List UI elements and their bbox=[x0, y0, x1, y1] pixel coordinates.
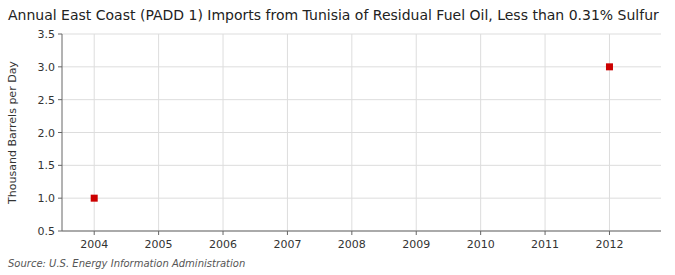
y-tick-label: 1.0 bbox=[38, 192, 56, 205]
x-tick bbox=[287, 231, 288, 235]
x-tick-label: 2005 bbox=[145, 238, 173, 251]
title: Annual East Coast (PADD 1) Imports from … bbox=[8, 7, 659, 23]
x-tick bbox=[416, 231, 417, 235]
y-tick-label: 3.0 bbox=[38, 61, 56, 74]
y-axis-label: Thousand Barrels per Day bbox=[6, 61, 19, 205]
y-tick-label: 0.5 bbox=[38, 225, 56, 238]
points bbox=[91, 63, 613, 201]
y-tick-label: 3.5 bbox=[38, 28, 56, 41]
y-tick-label: 2.5 bbox=[38, 94, 56, 107]
x-grid-line bbox=[158, 34, 159, 231]
y-grid-line bbox=[62, 99, 661, 100]
y-grid-line bbox=[62, 231, 661, 232]
grid bbox=[62, 34, 661, 231]
axes: 0.5 1.0 1.5 2.0 2.5 3.0 3.5 2004 2005 2006 2007 200… bbox=[38, 28, 662, 251]
x-tick-label: 2009 bbox=[402, 238, 430, 251]
y-grid-line bbox=[62, 132, 661, 133]
x-tick-label: 2008 bbox=[338, 238, 366, 251]
y-axis-line bbox=[62, 34, 63, 231]
x-tick-label: 2006 bbox=[209, 238, 237, 251]
y-grid-line bbox=[62, 198, 661, 199]
x-axis-line bbox=[62, 231, 661, 232]
y-tick bbox=[58, 231, 62, 232]
y-grid-line bbox=[62, 34, 661, 35]
y-grid-line bbox=[62, 165, 661, 166]
point bbox=[606, 63, 613, 70]
point bbox=[91, 195, 98, 202]
x-tick-label: 2007 bbox=[273, 238, 301, 251]
chart: 0.5 1.0 1.5 2.0 2.5 3.0 3.5 2004 2005 2006 2007 200… bbox=[0, 0, 675, 275]
y-tick-label: 2.0 bbox=[38, 127, 56, 140]
x-tick bbox=[94, 231, 95, 235]
x-grid-line bbox=[351, 34, 352, 231]
x-grid-line bbox=[416, 34, 417, 231]
x-tick bbox=[545, 231, 546, 235]
x-tick bbox=[480, 231, 481, 235]
y-tick bbox=[58, 132, 62, 133]
y-tick bbox=[58, 165, 62, 166]
x-tick bbox=[158, 231, 159, 235]
x-tick bbox=[223, 231, 224, 235]
y-tick-label: 1.5 bbox=[38, 159, 56, 172]
x-tick-label: 2010 bbox=[467, 238, 495, 251]
x-tick-label: 2004 bbox=[80, 238, 108, 251]
y-tick bbox=[58, 198, 62, 199]
x-tick-label: 2012 bbox=[595, 238, 623, 251]
source-note: Source: U.S. Energy Information Administ… bbox=[8, 258, 245, 269]
x-grid-line bbox=[480, 34, 481, 231]
x-tick bbox=[351, 231, 352, 235]
y-grid-line bbox=[62, 66, 661, 67]
y-tick bbox=[58, 34, 62, 35]
y-tick bbox=[58, 66, 62, 67]
x-grid-line bbox=[287, 34, 288, 231]
x-grid-line bbox=[545, 34, 546, 231]
x-tick-label: 2011 bbox=[531, 238, 559, 251]
x-tick bbox=[609, 231, 610, 235]
x-grid-line bbox=[223, 34, 224, 231]
y-tick bbox=[58, 99, 62, 100]
